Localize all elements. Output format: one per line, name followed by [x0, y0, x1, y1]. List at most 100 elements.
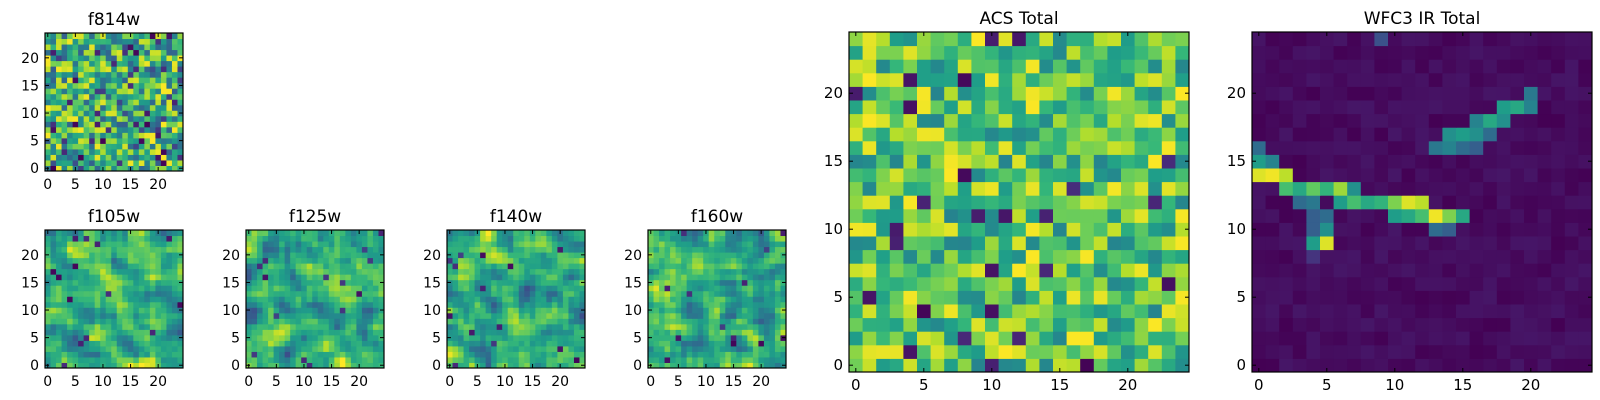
heatmap-cell [50, 312, 57, 319]
heatmap-cell [502, 312, 509, 319]
heatmap-cell [67, 88, 74, 95]
heatmap-cell [133, 44, 140, 51]
heatmap-cell [653, 329, 660, 336]
heatmap-cell [1121, 127, 1136, 142]
heatmap-cell [295, 274, 302, 281]
heatmap-cell [295, 235, 302, 242]
heatmap-cell [155, 71, 162, 78]
heatmap-cell [50, 60, 57, 67]
heatmap-cell [1537, 181, 1552, 196]
heatmap-cell [747, 257, 754, 264]
heatmap-cell [67, 351, 74, 358]
heatmap-cell [100, 307, 107, 314]
heatmap-cell [328, 235, 335, 242]
heatmap-cell [1066, 344, 1081, 359]
heatmap-cell [94, 246, 101, 253]
heatmap-cell [747, 351, 754, 358]
heatmap-cell [1496, 236, 1511, 251]
heatmap-cell [290, 252, 297, 259]
heatmap-cell [56, 279, 63, 286]
heatmap-cell [1428, 290, 1443, 305]
heatmap-cell [328, 351, 335, 358]
heatmap-cell [149, 312, 156, 319]
heatmap-cell [177, 38, 184, 45]
heatmap-cell [284, 329, 291, 336]
heatmap-cell [903, 276, 918, 291]
heatmap-cell [361, 230, 368, 237]
heatmap-cell [50, 66, 57, 73]
heatmap-cell [524, 246, 531, 253]
heatmap-cell [100, 110, 107, 117]
heatmap-cell [529, 252, 536, 259]
heatmap-cell [268, 285, 275, 292]
heatmap-cell [1415, 100, 1430, 115]
heatmap-cell [752, 257, 759, 264]
heatmap-cell [166, 257, 173, 264]
heatmap-cell [257, 274, 264, 281]
heatmap-cell [155, 257, 162, 264]
heatmap-cell [312, 345, 319, 352]
heatmap-cell [930, 154, 945, 169]
heatmap-cell [458, 329, 465, 336]
heatmap-cell [1333, 100, 1348, 115]
heatmap-cell [160, 323, 167, 330]
heatmap-cell [518, 246, 525, 253]
heatmap-cell [257, 285, 264, 292]
heatmap-cell [659, 279, 666, 286]
heatmap-cell [529, 296, 536, 303]
heatmap-cell [94, 121, 101, 128]
heatmap-cell [1320, 195, 1335, 210]
heatmap-cell [1012, 32, 1027, 47]
heatmap-cell [568, 230, 575, 237]
heatmap-cell [692, 268, 699, 275]
heatmap-cell [323, 356, 330, 363]
heatmap-cell [741, 301, 748, 308]
heatmap-cell [876, 45, 891, 60]
heatmap-cell [452, 279, 459, 286]
heatmap-cell [1121, 113, 1136, 128]
heatmap-cell [747, 345, 754, 352]
heatmap-cell [692, 323, 699, 330]
heatmap-cell [1551, 86, 1566, 101]
heatmap-cell [1066, 45, 1081, 60]
heatmap-cell [697, 323, 704, 330]
heatmap-cell [675, 329, 682, 336]
heatmap-cell [56, 356, 63, 363]
y-tick-label: 5 [633, 331, 642, 347]
heatmap-cell [469, 329, 476, 336]
heatmap-cell [579, 257, 586, 264]
heatmap-cell [944, 263, 959, 278]
heatmap-cell [171, 301, 178, 308]
heatmap-cell [246, 285, 253, 292]
y-tick-label: 10 [824, 220, 843, 238]
heatmap-cell [1442, 236, 1457, 251]
heatmap-cell [518, 285, 525, 292]
heatmap-cell [1564, 249, 1579, 264]
heatmap-cell [1374, 45, 1389, 60]
heatmap-cell [356, 345, 363, 352]
heatmap-cell [917, 72, 932, 87]
heatmap-cell [507, 230, 514, 237]
heatmap-cell [94, 279, 101, 286]
heatmap-cell [1279, 222, 1294, 237]
heatmap-cell [67, 60, 74, 67]
heatmap-cell [1121, 222, 1136, 237]
heatmap-cell [681, 307, 688, 314]
x-tick-label: 0 [646, 374, 655, 390]
heatmap-cell [306, 252, 313, 259]
heatmap-cell [378, 351, 385, 358]
x-tick-label: 20 [350, 374, 368, 390]
heatmap-cell [1524, 195, 1539, 210]
heatmap-cell [100, 121, 107, 128]
heatmap-cell [122, 71, 129, 78]
heatmap-cell [1374, 168, 1389, 183]
heatmap-cell [94, 148, 101, 155]
heatmap-cell [502, 252, 509, 259]
heatmap-cell [502, 345, 509, 352]
heatmap-cell [452, 290, 459, 297]
heatmap-cell [290, 362, 297, 369]
heatmap-cell [469, 263, 476, 270]
heatmap-cell [664, 345, 671, 352]
heatmap-cell [290, 312, 297, 319]
